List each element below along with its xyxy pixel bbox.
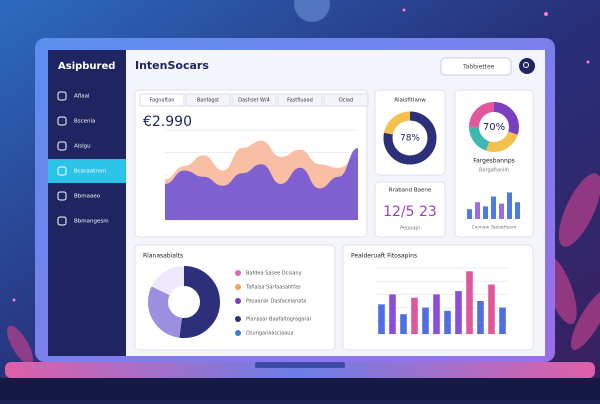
legend-label: Osunganaasciaaua: [246, 331, 294, 337]
mini-bar: [499, 203, 504, 219]
tab[interactable]: [277, 93, 323, 107]
active-menu: [48, 159, 126, 183]
tab[interactable]: [185, 93, 231, 107]
donut-label: 78%: [400, 134, 420, 144]
menu-item[interactable]: Bcaraatrom: [74, 169, 106, 175]
card-title: Pealderuaft Fitosapins: [351, 253, 417, 260]
ring-segment: [469, 102, 519, 152]
desk: [0, 378, 600, 400]
legend-dot: [235, 316, 241, 322]
tab[interactable]: [231, 93, 277, 107]
legend-label: Taflaisa Sarfaasahtfas: [245, 285, 301, 291]
menu-item[interactable]: Bbmangesm: [74, 219, 109, 225]
ring-segment: [469, 102, 519, 152]
menu-icon: [57, 191, 67, 201]
bar: [488, 284, 495, 334]
menu-item[interactable]: Bscenia: [74, 119, 95, 125]
legend-dot: [235, 270, 241, 276]
ring-segment: [469, 102, 519, 152]
bar: [499, 307, 506, 334]
bar: [444, 310, 451, 334]
menu-icon: [57, 116, 67, 126]
card-subtitle: Bargafianlin: [479, 168, 509, 174]
mini-bar: [515, 202, 520, 219]
menu-icon: [57, 91, 67, 101]
bar: [433, 294, 440, 334]
card-title: Rraband Baene: [389, 188, 432, 194]
bar: [400, 314, 407, 334]
search-text: Tabbiettee: [462, 64, 495, 71]
legend-label: Pasaanar Dasfaceianata: [246, 299, 306, 305]
card-title: Fargesbannps: [473, 158, 515, 165]
ring-label: 70%: [483, 122, 505, 133]
sidebar-title: Asipbured: [58, 61, 115, 72]
pie-segment: [148, 266, 220, 338]
search-icon: [523, 62, 529, 68]
tab-label: Banfagst: [197, 98, 219, 104]
mini-bar: [483, 206, 488, 219]
legend-dot: [235, 298, 241, 304]
stat-value: 12/5 23: [383, 204, 437, 220]
area: [165, 148, 358, 220]
card-title: Rlaisfitlanw: [394, 98, 426, 104]
stars: [12, 8, 590, 302]
page-title: IntenSocars: [135, 59, 209, 72]
stat-caption: Peopapi: [400, 226, 420, 232]
bar: [411, 297, 418, 334]
tab[interactable]: [139, 93, 185, 107]
menu-item[interactable]: Bbmaaeo: [74, 194, 101, 200]
laptop-base: [5, 362, 595, 378]
menu-item[interactable]: Aflaal: [74, 94, 90, 100]
pie-segment: [148, 266, 220, 338]
bar: [422, 307, 429, 334]
tab-label: Fastfluaad: [287, 98, 313, 104]
tab-label: Ociad: [339, 98, 353, 104]
legend-dot: [235, 330, 241, 336]
laptop-notch: [255, 362, 345, 368]
card-title: Rlanasabialts: [143, 253, 183, 260]
legend-label: Bafdea Sasee Dcsiany: [246, 271, 302, 277]
bar: [477, 301, 484, 334]
donut-arc: [383, 111, 437, 165]
bar: [466, 271, 473, 334]
bar: [378, 304, 385, 334]
search-button[interactable]: [519, 58, 535, 74]
menu-icon: [57, 216, 67, 226]
menu-icon: [57, 166, 67, 176]
moon: [294, 0, 330, 22]
legend-dot: [235, 284, 241, 290]
search-box[interactable]: [440, 57, 512, 76]
tab-label: Fagnaftan: [150, 98, 175, 104]
main-value: €2.990: [143, 114, 192, 130]
bar: [455, 291, 462, 334]
bar: [389, 294, 396, 334]
mini-bar: [491, 196, 496, 219]
mini-bar: [467, 209, 472, 219]
tab-label: Dashset W/4: [238, 98, 270, 104]
card-caption: Casnaw Yaelatfisem: [472, 225, 517, 231]
sidebar: [48, 50, 126, 356]
mini-bar: [475, 202, 480, 219]
legend-label: Planasar Baafaltogragaral: [246, 317, 311, 323]
menu-item[interactable]: Alslgu: [74, 144, 91, 150]
mini-bar: [507, 192, 512, 219]
menu-icon: [57, 141, 67, 151]
tab[interactable]: [323, 93, 369, 107]
